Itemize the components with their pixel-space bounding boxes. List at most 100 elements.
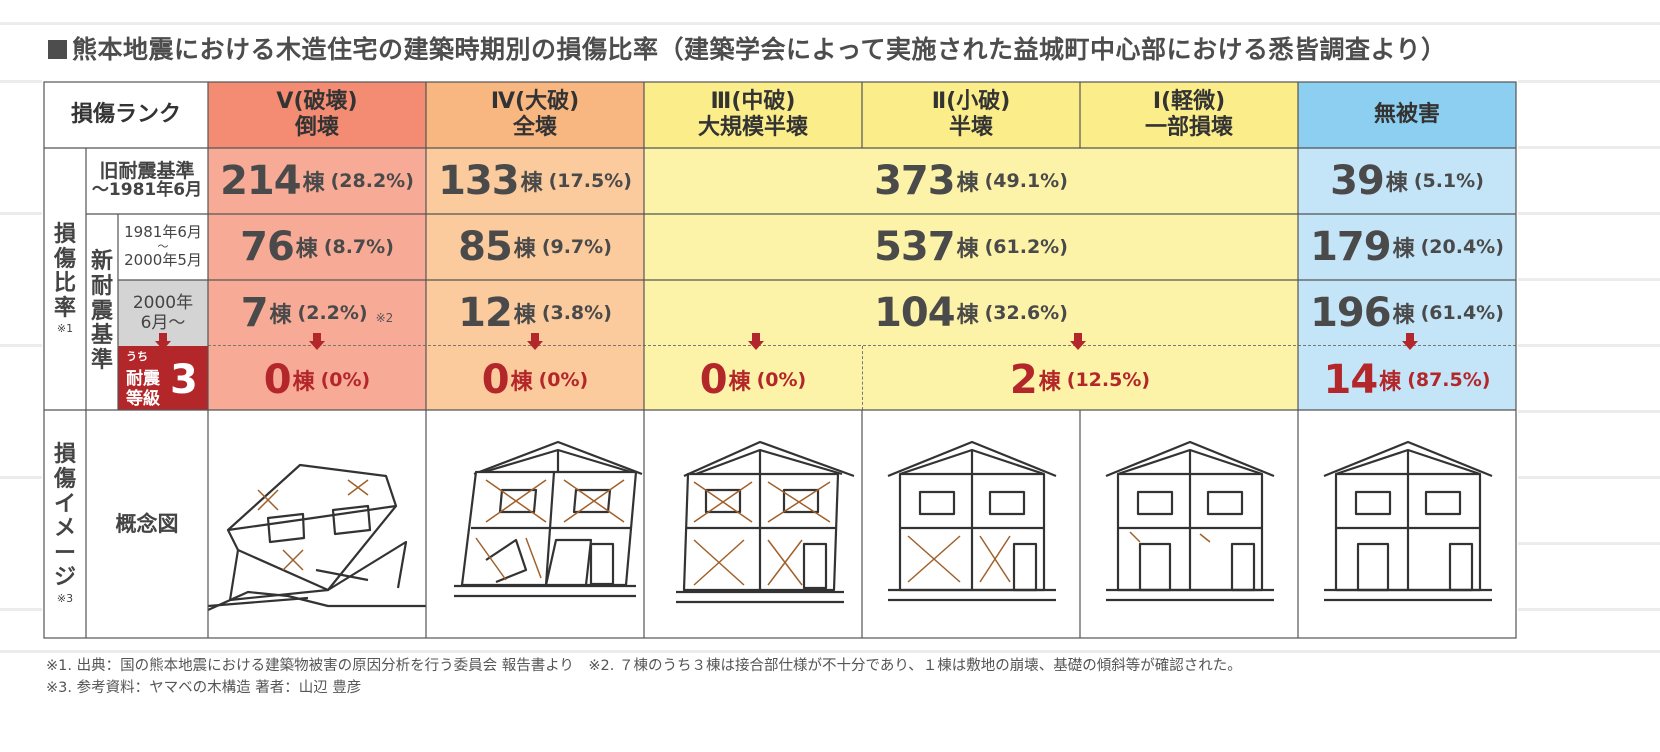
percent-value: (12.5%)	[1066, 369, 1151, 391]
rank1-header: Ⅰ(軽微) 一部損壊	[1080, 82, 1298, 148]
background-stripe	[0, 476, 42, 479]
period-b-line1: 2000年	[132, 292, 194, 313]
percent-value: (32.6%)	[984, 302, 1068, 324]
rank-label-text: 損傷ランク	[70, 101, 181, 127]
old-standard-label: 旧耐震基準 ～1981年6月	[86, 148, 208, 214]
unit-label: 棟	[956, 303, 979, 328]
damage-image-char: ジ	[53, 565, 76, 591]
count-value: 104	[874, 290, 955, 336]
percent-value: (17.5%)	[548, 170, 632, 192]
unit-label: 棟	[510, 370, 533, 395]
unit-label: 棟	[1392, 303, 1415, 328]
footnote-ref: ※2	[375, 311, 394, 325]
count-value: 179	[1310, 224, 1391, 270]
rank3-label: Ⅲ(中破)	[710, 88, 796, 114]
value-cell-new-rank3to1: 104 棟 (32.6%)	[644, 280, 1298, 346]
rank2-label: Ⅱ(小破)	[931, 88, 1011, 114]
count-value: 373	[874, 158, 955, 204]
value-cell-grade3-rank4: 0 棟 (0%)	[426, 350, 644, 410]
grade3-line1: 耐震	[126, 369, 160, 389]
value-cell-new-rank5: 7 棟 (2.2%) ※2	[208, 280, 426, 346]
rank3to1-column-bg	[644, 148, 1298, 410]
down-arrow-icon	[1402, 333, 1418, 350]
value-cell-grade3-no-damage: 14 棟 (87.5%)	[1298, 350, 1516, 410]
rank2-sub: 半壊	[948, 115, 993, 140]
old-standard-line2: ～1981年6月	[91, 180, 203, 201]
value-cell-new-no-damage: 196 棟 (61.4%)	[1298, 280, 1516, 346]
damage-image-char: メ	[53, 516, 76, 542]
rank4-column-bg	[426, 148, 644, 410]
damage-ratio-char: 比	[53, 271, 76, 297]
background-stripe	[0, 22, 1660, 25]
unit-label: 棟	[728, 370, 751, 395]
concept-diagram-text: 概念図	[115, 511, 179, 536]
unit-label: 棟	[1379, 370, 1402, 395]
percent-value: (61.4%)	[1420, 302, 1504, 324]
footnote-1-text: ※1. 出典：国の熊本地震における建築物被害の原因分析を行う委員会 報告書より …	[46, 658, 1242, 674]
unit-label: 棟	[520, 171, 543, 196]
heavily-damaged-house-icon	[454, 440, 643, 598]
new-standard-char: 新	[90, 249, 113, 275]
background-stripe	[1518, 476, 1660, 479]
background-stripe	[0, 344, 42, 347]
percent-value: (87.5%)	[1407, 369, 1491, 391]
slightly-damaged-house-icon	[887, 440, 1057, 602]
rank4-header: Ⅳ(大破) 全壊	[426, 82, 644, 148]
damage-ratio-char: 損	[53, 221, 76, 247]
value-cell-old-rank5: 214 棟 (28.2%)	[208, 148, 426, 214]
period-a-line2: ～	[157, 240, 169, 254]
count-value: 537	[874, 224, 955, 270]
period-b-line2: 6月～	[140, 313, 186, 333]
rank1-label: Ⅰ(軽微)	[1152, 88, 1226, 114]
value-cell-old-rank4: 133 棟 (17.5%)	[426, 148, 644, 214]
background-stripe	[1518, 80, 1660, 83]
percent-value: (5.1%)	[1413, 170, 1484, 192]
damage-ratio-label: 損 傷 比 率 ※1	[44, 148, 86, 410]
square-bullet-icon	[48, 40, 67, 59]
undamaged-house-icon	[1323, 440, 1493, 602]
unit-label: 棟	[1038, 370, 1061, 395]
background-stripe	[0, 80, 42, 83]
count-value: 7	[240, 290, 269, 336]
unit-label: 棟	[956, 171, 979, 196]
count-value: 196	[1310, 290, 1391, 336]
rank5-header: Ⅴ(破壊) 倒壊	[208, 82, 426, 148]
new-standard-label: 新 耐 震 基 準	[86, 214, 118, 410]
grade3-prefix: うち	[126, 350, 148, 363]
count-value: 39	[1330, 158, 1385, 204]
unit-label: 棟	[956, 237, 979, 262]
percent-value: (3.8%)	[541, 302, 612, 324]
footnote-2: ※3. 参考資料：ヤマベの木構造 著者：山辺 豊彦	[46, 676, 361, 697]
rank5-label: Ⅴ(破壊)	[276, 88, 358, 114]
value-cell-mid-no-damage: 179 棟 (20.4%)	[1298, 214, 1516, 280]
period-a-line1: 1981年6月	[124, 223, 202, 242]
background-stripe	[0, 608, 42, 611]
damage-ratio-note: ※1	[56, 322, 74, 336]
percent-value: (8.7%)	[323, 236, 394, 258]
background-stripe	[1518, 344, 1660, 347]
value-cell-mid-rank4: 85 棟 (9.7%)	[426, 214, 644, 280]
grade3-dashed-divider	[862, 346, 863, 410]
background-stripe	[1518, 410, 1660, 413]
no-damage-column-bg	[1298, 148, 1516, 410]
down-arrow-icon	[1070, 333, 1086, 350]
count-value: 0	[481, 357, 510, 403]
rank1-sub: 一部損壊	[1144, 115, 1233, 140]
count-value: 0	[263, 357, 292, 403]
rank4-label: Ⅳ(大破)	[490, 88, 580, 114]
percent-value: (0%)	[538, 369, 589, 391]
count-value: 85	[458, 224, 513, 270]
collapsed-house-icon	[208, 463, 426, 612]
unit-label: 棟	[292, 370, 315, 395]
damage-ratio-char: 率	[53, 295, 76, 321]
period-1981-2000-label: 1981年6月 ～ 2000年5月	[118, 214, 208, 280]
rank2-header: Ⅱ(小破) 半壊	[862, 82, 1080, 148]
down-arrow-icon	[309, 333, 325, 350]
damage-image-char: 損	[53, 442, 76, 468]
value-cell-grade3-rank5: 0 棟 (0%)	[208, 350, 426, 410]
percent-value: (0%)	[756, 369, 807, 391]
new-standard-char: 震	[90, 298, 113, 324]
percent-value: (61.2%)	[984, 236, 1068, 258]
value-cell-grade3-rank3: 0 棟 (0%)	[644, 350, 862, 410]
